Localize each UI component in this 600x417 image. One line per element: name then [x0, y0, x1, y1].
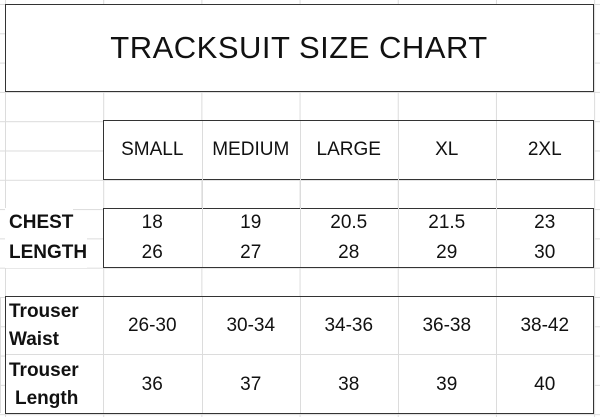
- measurement-cell: 29: [436, 241, 458, 263]
- cell-divider: [299, 297, 301, 413]
- label-line-1: Trouser: [9, 300, 79, 322]
- size-header-cell: 2XL: [527, 139, 562, 160]
- cell-divider: [495, 121, 497, 267]
- measurement-cell: 27: [240, 241, 262, 263]
- row-label-chest: CHEST: [5, 208, 74, 238]
- row-divider: [6, 354, 593, 355]
- measurement-cell: 20.5: [330, 212, 368, 233]
- trouser-measurement-cell: 30-34: [226, 314, 276, 336]
- title-box: [5, 4, 594, 92]
- label-line-1: Trouser: [9, 359, 79, 381]
- cell-divider: [201, 121, 203, 267]
- trouser-measurement-cell: 37: [240, 373, 262, 395]
- size-header-cell: XL: [435, 139, 459, 160]
- label-line-2: Length: [15, 387, 79, 409]
- measurement-cell: 21.5: [428, 212, 466, 233]
- page-title: TRACKSUIT SIZE CHART: [110, 29, 488, 65]
- measurement-cell: 19: [240, 212, 262, 233]
- measurement-cell: 23: [534, 212, 556, 233]
- trouser-row-label: Trouser Length: [5, 355, 103, 414]
- cell-divider: [103, 297, 104, 413]
- cell-divider: [495, 297, 497, 413]
- cell-divider: [299, 121, 301, 267]
- trouser-row-label: Trouser Waist: [5, 296, 103, 355]
- cell-divider: [0, 297, 1, 413]
- trouser-measurement-cell: 40: [534, 373, 556, 395]
- size-header-cell: SMALL: [121, 139, 184, 160]
- measurement-cell: 30: [534, 241, 556, 263]
- size-header-cell: LARGE: [316, 139, 381, 160]
- cell-divider: [397, 297, 399, 413]
- top-measurements-box: [103, 208, 594, 268]
- trouser-measurement-cell: 34-36: [324, 314, 374, 336]
- trouser-measurement-cell: 38-42: [520, 314, 570, 336]
- trouser-measurement-cell: 38: [338, 373, 360, 395]
- cell-divider: [201, 297, 203, 413]
- measurement-cell: 26: [141, 241, 163, 263]
- trouser-measurement-cell: 36: [141, 373, 163, 395]
- measurement-cell: 28: [338, 241, 360, 263]
- measurement-cell: 18: [141, 212, 163, 233]
- size-header-box: [103, 120, 594, 180]
- trouser-measurement-cell: 39: [436, 373, 458, 395]
- row-label-length: LENGTH: [5, 238, 88, 268]
- cell-divider: [397, 121, 399, 267]
- trouser-measurement-cell: 36-38: [422, 314, 472, 336]
- label-line-2: Waist: [9, 328, 59, 350]
- size-header-cell: MEDIUM: [212, 139, 290, 160]
- trouser-measurement-cell: 26-30: [127, 314, 177, 336]
